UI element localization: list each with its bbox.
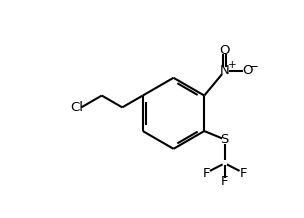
Text: F: F (221, 175, 229, 188)
Text: N: N (220, 64, 230, 77)
Text: O: O (219, 44, 230, 57)
Text: −: − (249, 60, 259, 73)
Text: +: + (227, 60, 236, 70)
Text: O: O (242, 64, 253, 77)
Text: F: F (239, 167, 247, 180)
Text: S: S (220, 133, 229, 146)
Text: F: F (203, 167, 210, 180)
Text: Cl: Cl (70, 101, 83, 114)
